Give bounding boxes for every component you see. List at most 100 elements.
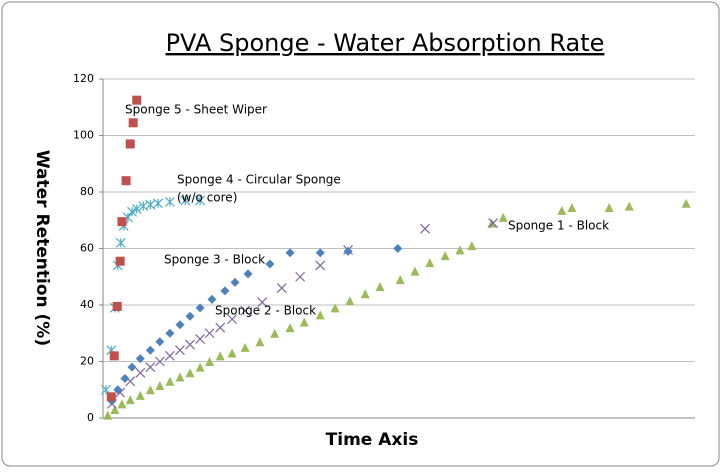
marker-square [121,176,131,186]
marker-triangle [240,342,250,352]
marker-diamond [127,362,137,372]
marker-triangle [557,205,567,215]
marker-triangle [498,212,508,222]
chart-title: PVA Sponge - Water Absorption Rate [166,29,605,57]
marker-triangle [117,399,127,409]
marker-triangle [410,266,420,276]
marker-triangle [195,362,205,372]
marker-diamond [165,328,175,338]
marker-triangle [175,372,185,382]
marker-square [117,217,127,227]
marker-triangle [330,303,340,313]
marker-x [295,271,306,282]
marker-triangle [375,282,385,292]
marker-asterisk [145,199,156,210]
series-note: (w/o core) [177,191,237,205]
marker-diamond [265,259,275,269]
marker-diamond [207,294,217,304]
marker-x [240,305,251,316]
chart-frame [1,1,720,467]
marker-triangle [345,296,355,306]
marker-diamond [145,345,155,355]
marker-diamond [343,246,353,256]
y-tick-label: 20 [80,355,94,368]
marker-x [154,356,165,367]
marker-triangle [285,323,295,333]
marker-x [204,328,215,339]
marker-triangle [315,310,325,320]
marker-x [257,297,268,308]
marker-x [315,260,326,271]
y-tick-label: 40 [80,298,94,311]
marker-diamond [220,286,230,296]
marker-diamond [195,303,205,313]
x-axis-label: Time Axis [326,430,419,450]
marker-square [125,139,135,149]
series-label: Sponge 5 - Sheet Wiper [125,103,267,117]
marker-triangle [185,368,195,378]
marker-x [164,350,175,361]
marker-triangle [103,410,113,420]
marker-x [420,223,430,234]
marker-asterisk [180,195,191,206]
y-tick-label: 60 [80,242,94,255]
marker-triangle [567,203,577,213]
marker-triangle [270,328,280,338]
marker-triangle [227,348,237,358]
marker-diamond [135,354,145,364]
marker-x [145,362,156,373]
marker-triangle [395,275,405,285]
marker-diamond [285,248,295,258]
marker-triangle [299,317,309,327]
marker-diamond [315,248,325,258]
y-axis-label: Water Retention (%) [32,150,52,346]
marker-triangle [604,203,614,213]
marker-diamond [393,244,403,253]
marker-square [128,118,138,128]
marker-diamond [120,373,130,383]
marker-diamond [175,320,185,330]
marker-triangle [110,405,120,415]
series-label: Sponge 3 - Block [164,253,265,267]
marker-triangle [145,385,155,395]
series-label: Sponge 2 - Block [215,304,316,318]
marker-x [227,314,237,325]
marker-triangle [425,258,435,268]
marker-triangle [440,251,450,261]
marker-asterisk [153,198,163,209]
marker-x [175,345,185,356]
marker-x [488,218,499,228]
y-tick-label: 0 [87,411,94,424]
series-label: Sponge 1 - Block [508,219,609,233]
marker-diamond [185,311,195,321]
marker-asterisk [127,206,137,217]
marker-triangle [215,351,225,361]
marker-triangle [455,245,465,255]
series-label: Sponge 4 - Circular Sponge [177,173,341,187]
marker-asterisk [131,204,142,214]
marker-asterisk [115,237,126,248]
marker-triangle [205,357,215,366]
marker-triangle [360,289,370,299]
marker-diamond [113,385,123,395]
marker-diamond [243,269,253,279]
y-tick-label: 100 [73,129,94,142]
y-tick-label: 120 [73,72,94,85]
marker-x [135,367,146,378]
marker-triangle [681,198,691,208]
marker-asterisk [164,196,175,207]
marker-triangle [125,395,135,405]
marker-square [109,351,119,361]
marker-diamond [155,337,165,347]
marker-triangle [487,218,497,228]
marker-x [215,322,226,333]
marker-square [106,392,116,402]
marker-triangle [255,337,265,347]
marker-diamond [230,277,240,287]
marker-asterisk [195,195,206,206]
marker-x [276,283,287,293]
marker-triangle [624,201,634,211]
marker-x [195,333,206,344]
